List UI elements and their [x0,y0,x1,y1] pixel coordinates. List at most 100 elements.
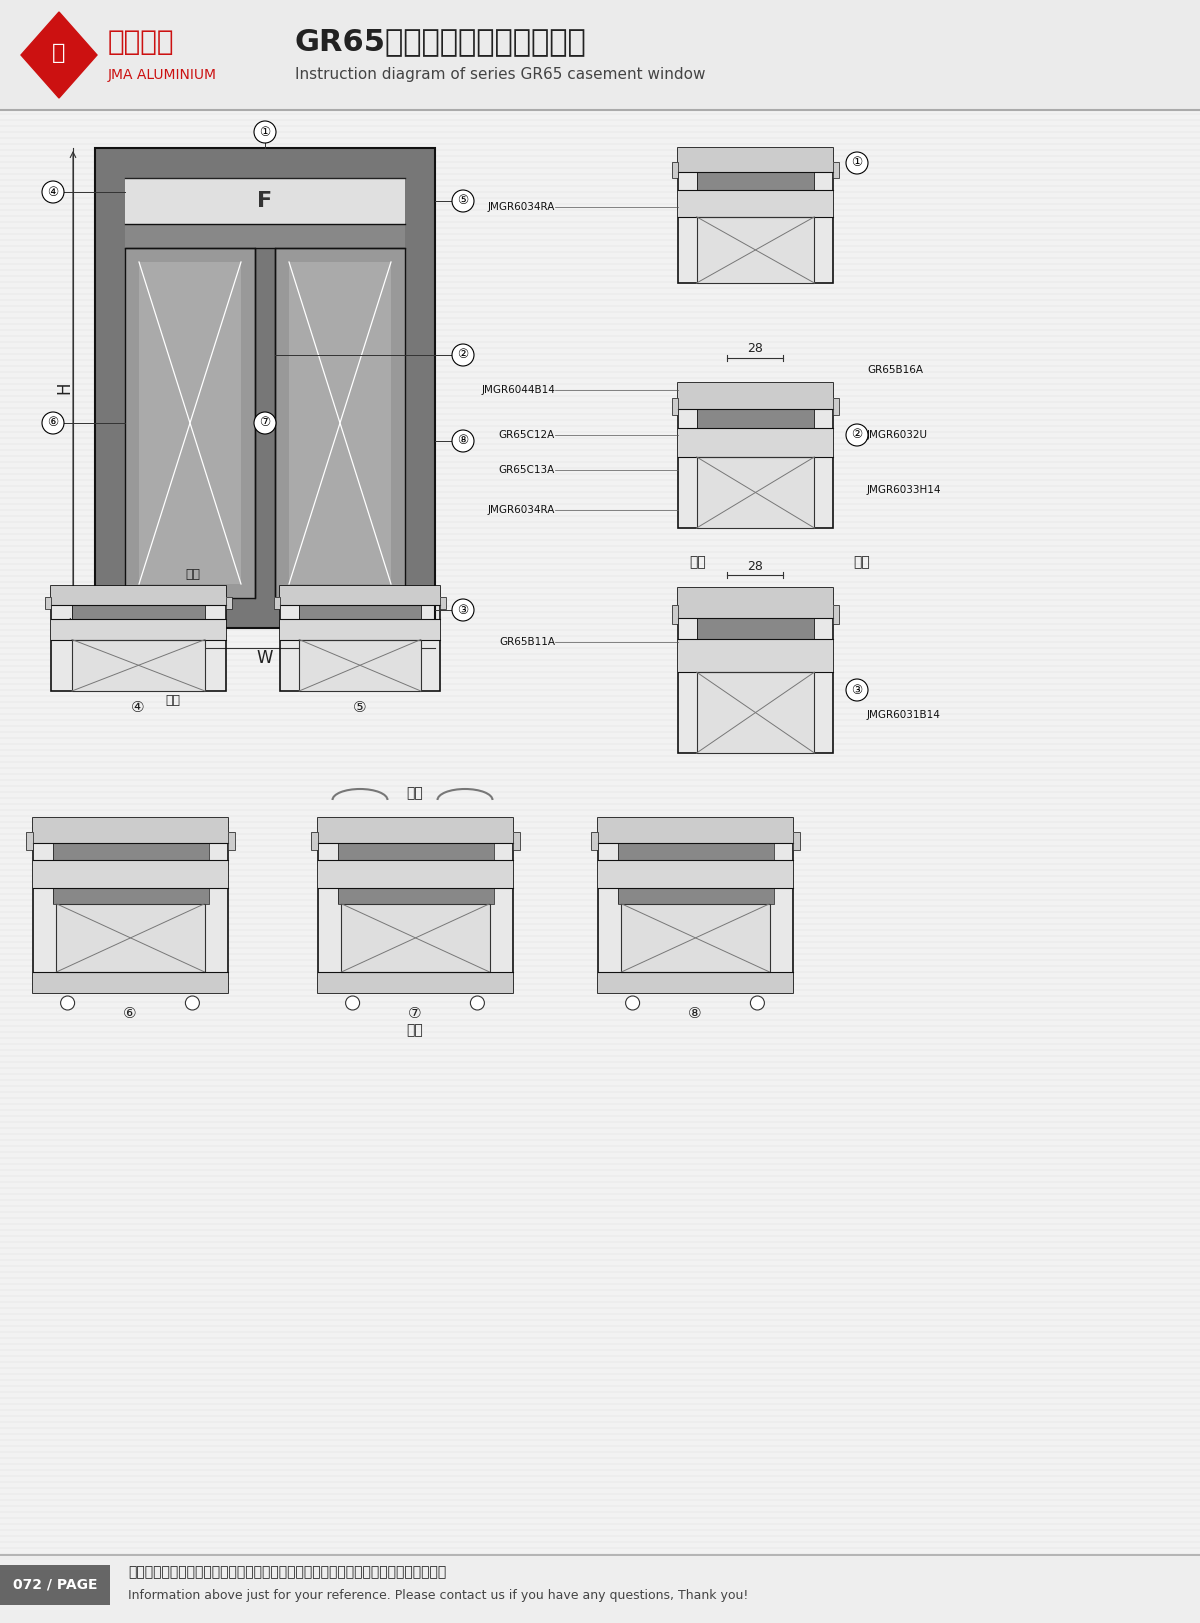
Bar [274,597,280,609]
Bar [125,248,256,261]
Text: ⑧: ⑧ [688,1006,702,1021]
Text: 室外: 室外 [853,555,870,570]
Bar [696,172,815,190]
Bar [598,818,793,993]
Circle shape [452,190,474,213]
Text: 亘: 亘 [53,42,66,63]
Text: 室内: 室内 [690,555,707,570]
Bar [34,972,228,993]
Bar [50,586,226,691]
Circle shape [452,344,474,367]
Circle shape [470,997,485,1010]
Bar [95,148,436,179]
Text: 室内: 室内 [186,568,200,581]
Circle shape [452,599,474,622]
Bar [0,0,1200,110]
Bar [275,248,406,597]
Bar [696,458,815,527]
Text: ⑦: ⑦ [259,417,271,430]
Circle shape [452,430,474,451]
Bar [678,428,833,458]
Bar [139,261,241,584]
Bar [241,248,256,597]
Bar [50,618,226,639]
Bar [833,604,839,625]
Text: ①: ① [851,156,863,169]
Text: JMGR6034RA: JMGR6034RA [487,201,554,213]
Text: GR65B16A: GR65B16A [866,365,923,375]
Bar [53,888,209,904]
Text: JMGR6031B14: JMGR6031B14 [866,709,941,721]
Text: W: W [257,649,274,667]
Text: GR65B11A: GR65B11A [499,636,554,648]
Bar [0,1565,110,1605]
Bar [793,833,800,849]
Bar [514,833,520,849]
Bar [299,639,421,691]
Bar [125,248,139,597]
Bar [56,904,204,972]
Text: ②: ② [851,428,863,441]
Bar [53,888,209,904]
Bar [50,586,226,605]
Polygon shape [22,11,97,97]
Bar [622,904,769,972]
Bar [125,224,406,248]
Bar [275,584,406,597]
Bar [696,618,815,639]
Text: GR65C12A: GR65C12A [499,430,554,440]
Bar [275,248,406,261]
Bar [318,818,514,842]
Bar [125,248,256,597]
Text: JMGR6044B14: JMGR6044B14 [481,385,554,394]
Bar [678,588,833,753]
Bar [274,597,280,609]
Bar [678,588,833,753]
Bar [696,217,815,282]
Bar [0,1555,1200,1623]
Circle shape [750,997,764,1010]
Text: GR65C13A: GR65C13A [499,466,554,476]
Circle shape [846,678,868,701]
Text: 072 / PAGE: 072 / PAGE [13,1578,97,1592]
Text: H: H [55,381,73,394]
Bar [275,248,289,597]
Bar [318,818,514,993]
Bar [53,842,209,860]
Text: ⑧: ⑧ [457,435,469,448]
Bar [793,833,800,849]
Bar [341,904,490,972]
Bar [318,818,514,993]
Text: 坚美铝业: 坚美铝业 [108,28,174,57]
Bar [125,179,406,224]
Bar [592,833,598,849]
Bar [34,818,228,842]
Bar [598,818,793,842]
Bar [72,605,205,618]
Text: Information above just for your reference. Please contact us if you have any que: Information above just for your referenc… [128,1589,749,1602]
Bar [618,842,774,860]
Bar [696,217,815,282]
Bar [299,605,421,618]
Text: JMA ALUMINIUM: JMA ALUMINIUM [108,68,217,83]
Bar [696,409,815,428]
Text: JMGR6034RA: JMGR6034RA [487,505,554,514]
Bar [391,248,406,597]
Text: ④: ④ [47,185,59,198]
Circle shape [846,153,868,174]
Bar [56,904,204,972]
Bar [311,833,318,849]
Bar [289,261,391,584]
Bar [696,172,815,190]
Bar [72,639,205,691]
Text: 室内: 室内 [407,786,424,800]
Bar [46,597,50,609]
Bar [678,383,833,409]
Text: ⑤: ⑤ [457,195,469,208]
Bar [50,586,226,691]
Bar [678,588,833,618]
Bar [280,586,440,691]
Bar [318,972,514,993]
Bar [678,148,833,282]
Text: ④: ④ [131,701,145,716]
